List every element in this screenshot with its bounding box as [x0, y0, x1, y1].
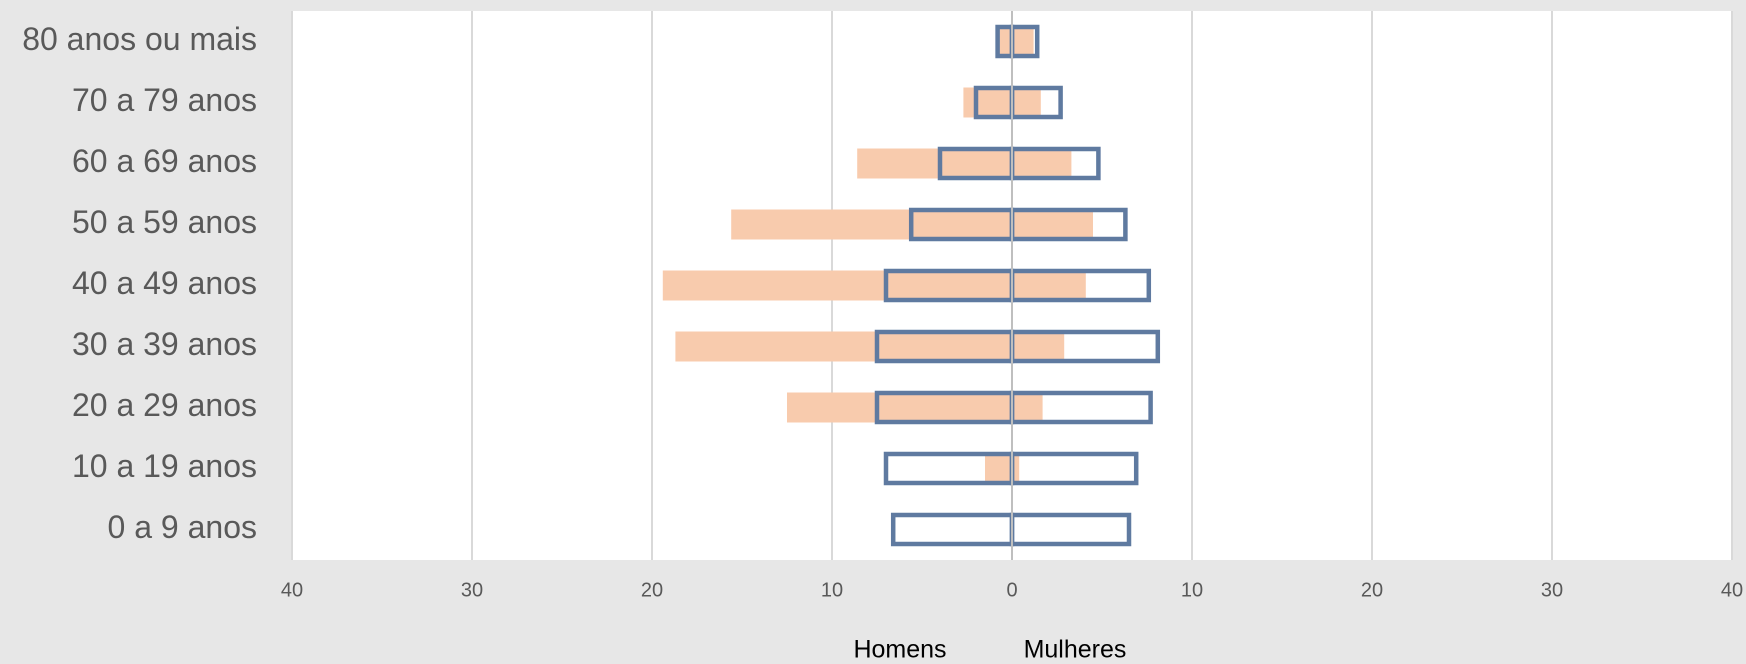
- y-tick-label: 50 a 59 anos: [72, 204, 257, 240]
- x-tick-label: 30: [461, 579, 483, 601]
- x-tick-label: 40: [1721, 579, 1743, 601]
- bar: [1012, 87, 1041, 118]
- bar: [1012, 270, 1086, 301]
- bar: [1012, 26, 1034, 57]
- bar: [662, 270, 1012, 301]
- bar: [1012, 209, 1093, 240]
- x-tick-label: 20: [641, 579, 663, 601]
- y-tick-label: 80 anos ou mais: [22, 21, 257, 57]
- y-tick-label: 30 a 39 anos: [72, 326, 257, 362]
- bar: [985, 453, 1012, 484]
- bar: [1012, 453, 1020, 484]
- x-tick-label: 30: [1541, 579, 1563, 601]
- axis-label-left: Homens: [853, 636, 946, 664]
- y-tick-label: 60 a 69 anos: [72, 143, 257, 179]
- y-tick-label: 10 a 19 anos: [72, 448, 257, 484]
- x-tick-label: 0: [1006, 579, 1017, 601]
- y-tick-label: 0 a 9 anos: [108, 509, 257, 545]
- bar: [787, 392, 1012, 423]
- x-tick-label: 10: [1181, 579, 1203, 601]
- x-tick-label: 10: [821, 579, 843, 601]
- bar: [731, 209, 1012, 240]
- bar: [999, 26, 1012, 57]
- y-tick-label: 20 a 29 anos: [72, 387, 257, 423]
- x-tick-label: 40: [281, 579, 303, 601]
- bar: [675, 331, 1012, 362]
- bar: [963, 87, 1012, 118]
- bar: [1012, 392, 1043, 423]
- bar: [1012, 148, 1072, 179]
- bar: [857, 148, 1012, 179]
- axis-label-right: Mulheres: [1024, 636, 1127, 664]
- y-tick-label: 70 a 79 anos: [72, 82, 257, 118]
- bar: [1012, 331, 1065, 362]
- x-tick-label: 20: [1361, 579, 1383, 601]
- y-tick-label: 40 a 49 anos: [72, 265, 257, 301]
